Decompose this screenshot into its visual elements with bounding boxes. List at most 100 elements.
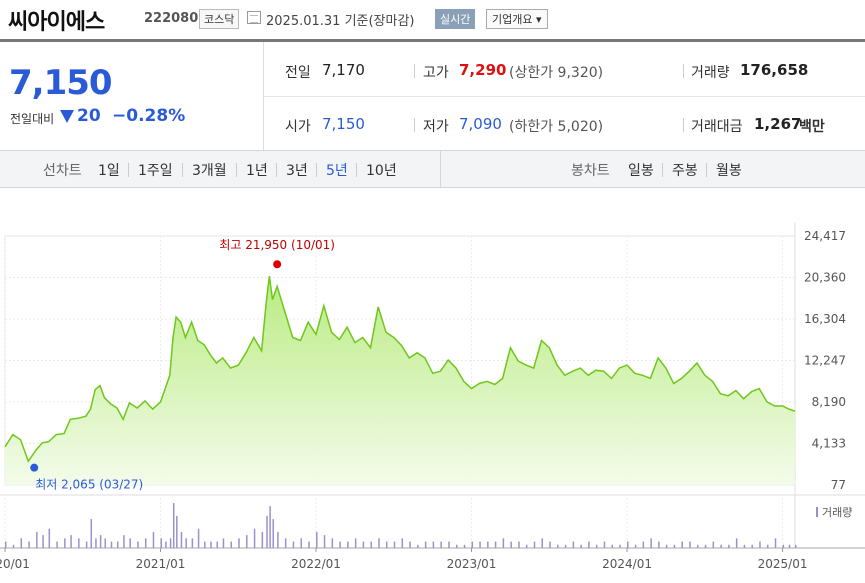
volume-bar: [12, 544, 15, 548]
trade-amount-label: 거래대금: [691, 119, 743, 135]
low-value: 7,090: [459, 115, 502, 133]
price-change: 20: [77, 106, 101, 126]
volume-bar: [36, 531, 38, 548]
volume-bar: [230, 541, 232, 548]
volume-bar: [463, 544, 466, 548]
y-tick-label: 20,360: [804, 271, 846, 285]
divider: [683, 64, 684, 78]
period-10y[interactable]: 10년: [366, 163, 397, 179]
header-divider: [0, 39, 865, 42]
volume-bar: [525, 544, 528, 548]
volume-bars: [5, 503, 797, 548]
volume-bar: [409, 541, 411, 548]
period-1d[interactable]: 1일: [98, 163, 120, 179]
company-overview-dropdown[interactable]: 기업개요 ▾: [486, 9, 548, 29]
volume-bar: [518, 541, 520, 548]
price-chart[interactable]: 24,417 20,360 16,304 12,247 8,190 4,133 77 최고 …: [0, 188, 865, 583]
y-tick-label: 24,417: [804, 229, 846, 243]
open-value: 7,150: [322, 115, 365, 133]
calendar-icon: [247, 11, 261, 24]
volume-bar: [216, 541, 218, 548]
min-point-marker: [30, 463, 39, 472]
volume-bar: [339, 541, 341, 548]
divider: [276, 163, 277, 177]
volume-bar: [354, 538, 357, 548]
trade-amount-unit: 백만: [799, 119, 825, 135]
volume-bar: [284, 538, 287, 548]
volume-bar: [197, 528, 200, 548]
volume-bar: [774, 538, 777, 548]
candle-monthly[interactable]: 월봉: [716, 163, 742, 179]
volume-bar: [316, 531, 318, 548]
stock-name: 씨아이에스: [8, 10, 105, 35]
open-label: 시가: [285, 119, 311, 135]
volume-bar: [152, 531, 155, 548]
min-point-label: 최저 2,065 (03/27): [35, 478, 143, 492]
line-chart-label: 선차트: [43, 163, 82, 179]
volume-bar: [308, 541, 310, 548]
volume-bar: [572, 541, 575, 548]
lower-limit: (하한가 5,020): [509, 119, 604, 135]
price-area: [5, 276, 795, 485]
y-tick-label: 8,190: [812, 395, 846, 409]
volume-bar: [541, 538, 544, 548]
volume-bar: [448, 541, 450, 548]
volume-bar: [432, 541, 435, 548]
volume-bar: [99, 535, 102, 548]
divider: [356, 163, 357, 177]
period-5y[interactable]: 5년: [326, 163, 348, 179]
prev-close-value: 7,170: [322, 61, 365, 79]
volume-bar: [704, 544, 707, 548]
base-date: 2025.01.31 기준(장마감): [266, 14, 415, 29]
divider: [414, 118, 415, 132]
volume-bar: [673, 544, 676, 548]
quote-row-divider: [264, 96, 865, 97]
volume-bar: [185, 538, 187, 548]
period-bar-divider: [440, 150, 441, 188]
volume-bar: [471, 541, 474, 548]
volume-bar: [595, 544, 598, 548]
period-1w[interactable]: 1주일: [138, 163, 173, 179]
volume-bar: [144, 538, 147, 548]
volume-bar: [300, 538, 302, 548]
volume-value: 176,658: [740, 61, 809, 79]
volume-bar: [266, 515, 268, 548]
period-3y[interactable]: 3년: [286, 163, 308, 179]
candle-daily[interactable]: 일봉: [628, 163, 654, 179]
volume-bar: [48, 528, 51, 548]
volume-bar: [401, 538, 404, 548]
candle-weekly[interactable]: 주봉: [672, 163, 698, 179]
volume-bar: [386, 541, 388, 548]
volume-bar: [697, 544, 699, 548]
volume-bar: [370, 541, 372, 548]
period-3m[interactable]: 3개월: [192, 163, 227, 179]
compare-label: 전일대비: [10, 112, 55, 126]
volume-bar: [681, 541, 683, 548]
trade-amount-value: 1,267: [754, 115, 802, 133]
market-badge: 코스닥: [199, 9, 240, 29]
volume-bar: [176, 515, 178, 548]
volume-bar: [743, 544, 746, 548]
candle-chart-label: 봉차트: [571, 163, 610, 179]
y-tick-label: 16,304: [804, 312, 846, 326]
volume-bar: [28, 541, 30, 548]
volume-bar: [165, 541, 167, 548]
divider: [414, 64, 415, 78]
volume-bar: [479, 541, 481, 548]
volume-bar: [116, 541, 119, 548]
volume-bar: [634, 544, 637, 548]
period-1y[interactable]: 1년: [246, 163, 268, 179]
y-axis: 24,417 20,360 16,304 12,247 8,190 4,133 77: [804, 229, 846, 492]
volume-legend-label: 거래량: [822, 506, 852, 519]
volume-bar: [172, 503, 175, 548]
realtime-button[interactable]: 실시간: [435, 9, 476, 29]
volume-bar: [619, 544, 621, 548]
high-value: 7,290: [459, 61, 507, 79]
volume-bar: [424, 541, 427, 548]
volume-bar: [78, 538, 80, 548]
volume-bar: [603, 541, 606, 548]
volume-bar: [735, 538, 738, 548]
volume-bar: [210, 541, 212, 548]
volume-bar: [611, 544, 613, 548]
volume-bar: [627, 541, 629, 548]
